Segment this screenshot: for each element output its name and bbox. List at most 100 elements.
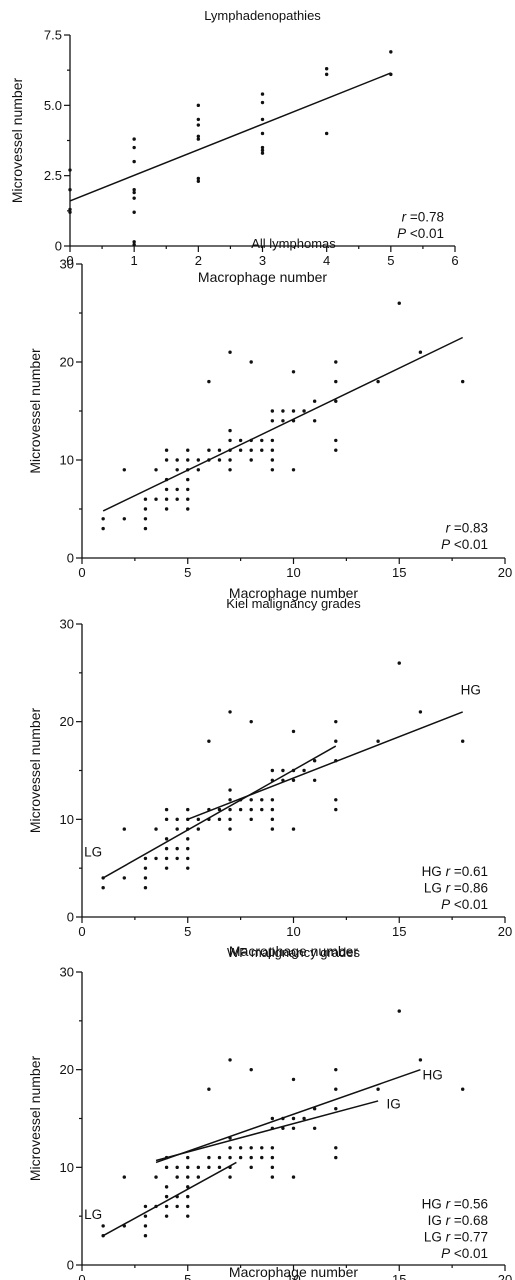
data-point (228, 798, 232, 802)
data-point (122, 876, 127, 880)
stat-symbol: P (441, 537, 450, 552)
data-point (270, 817, 275, 822)
stat-prefix: LG (424, 881, 446, 896)
data-point (143, 526, 148, 531)
data-point (324, 67, 329, 71)
x-tick-label: 0 (78, 565, 85, 580)
data-point (260, 92, 265, 96)
data-point (291, 468, 296, 472)
data-point (164, 497, 169, 501)
stat-symbol: P (441, 897, 450, 912)
stat-annotation: HG r =0.61 (422, 864, 488, 879)
line-label: LG (84, 1207, 102, 1222)
data-point (228, 350, 232, 354)
data-point (186, 487, 190, 492)
regression-line (155, 1100, 379, 1162)
data-point (260, 148, 265, 153)
stat-symbol: r (446, 864, 451, 879)
scatter-panel: Lymphadenopathies 0 2.5 5.0 7.5 0 1 2 3 4 5 6 Macrop… (9, 8, 459, 285)
x-tick-label: 1 (131, 253, 138, 268)
data-point (376, 379, 380, 384)
scatter-panel: Kiel malignancy grades 0 10 20 30 0 5 10 15 20 Mac… (27, 596, 512, 959)
data-point (249, 719, 253, 724)
data-point (154, 827, 158, 831)
data-point (270, 448, 275, 452)
chart-title: All lymphomas (251, 236, 336, 251)
data-point (217, 448, 222, 452)
stat-value: =0.83 (450, 521, 488, 536)
data-point (228, 458, 232, 462)
data-point (249, 798, 253, 802)
stat-annotation: P <0.01 (397, 226, 444, 241)
data-point (260, 131, 265, 136)
data-point (228, 1146, 232, 1150)
data-point (249, 1146, 253, 1150)
data-point (334, 1155, 338, 1160)
stat-value: =0.61 (450, 864, 488, 879)
data-point (334, 1107, 338, 1111)
data-point (334, 379, 338, 384)
data-point (164, 1185, 169, 1189)
line-label: HG (461, 682, 481, 697)
data-point (186, 866, 190, 870)
y-tick-label: 7.5 (44, 28, 62, 43)
data-point (132, 240, 136, 244)
y-tick-label: 20 (60, 1062, 74, 1077)
data-point (143, 1234, 148, 1238)
data-point (186, 1175, 190, 1179)
data-point (175, 817, 179, 822)
data-point (228, 827, 232, 831)
stat-symbol: r (446, 881, 451, 896)
stat-value: =0.68 (450, 1213, 488, 1228)
data-point (132, 188, 136, 192)
data-point (186, 448, 190, 452)
data-point (238, 1155, 243, 1160)
data-point (270, 1175, 275, 1179)
data-point (291, 409, 296, 413)
data-point (68, 210, 72, 214)
stat-value: <0.01 (406, 226, 444, 241)
data-point (418, 710, 423, 714)
data-point (196, 1175, 201, 1179)
data-point (101, 1224, 105, 1228)
stat-annotation: P <0.01 (441, 897, 488, 912)
x-axis-label: Macrophage number (229, 943, 359, 959)
x-tick-label: 10 (286, 1272, 300, 1280)
data-point (196, 1165, 201, 1170)
data-point (418, 1058, 423, 1062)
data-point (207, 1165, 211, 1170)
data-point (196, 137, 201, 141)
data-point (228, 807, 232, 812)
data-point (175, 468, 179, 472)
y-tick-label: 0 (67, 551, 74, 566)
stat-symbol: r (446, 1213, 451, 1228)
scatter-panel: WF malignancy grades 0 10 20 30 0 5 10 15 20 Macro… (27, 945, 512, 1280)
y-tick-label: 2.5 (44, 168, 62, 183)
stat-annotation: r =0.78 (402, 210, 444, 225)
data-point (291, 778, 296, 782)
data-point (334, 1146, 338, 1150)
data-point (270, 827, 275, 831)
x-tick-label: 0 (66, 253, 73, 268)
data-point (270, 807, 275, 812)
data-point (164, 1204, 169, 1209)
stat-symbol: r (402, 210, 407, 225)
x-tick-label: 5 (184, 1272, 191, 1280)
data-point (164, 817, 169, 822)
data-point (228, 788, 232, 792)
data-point (164, 487, 169, 492)
stat-value: =0.78 (406, 210, 444, 225)
data-point (164, 846, 169, 851)
data-point (376, 1087, 380, 1091)
x-tick-label: 15 (392, 565, 406, 580)
data-point (461, 739, 465, 743)
data-point (249, 458, 253, 462)
data-point (196, 468, 201, 472)
data-point (334, 798, 338, 802)
data-point (164, 1214, 169, 1218)
stat-annotation: LG r =0.86 (424, 881, 488, 896)
data-point (228, 468, 232, 472)
stat-symbol: r (446, 1230, 451, 1245)
data-point (228, 1155, 232, 1160)
